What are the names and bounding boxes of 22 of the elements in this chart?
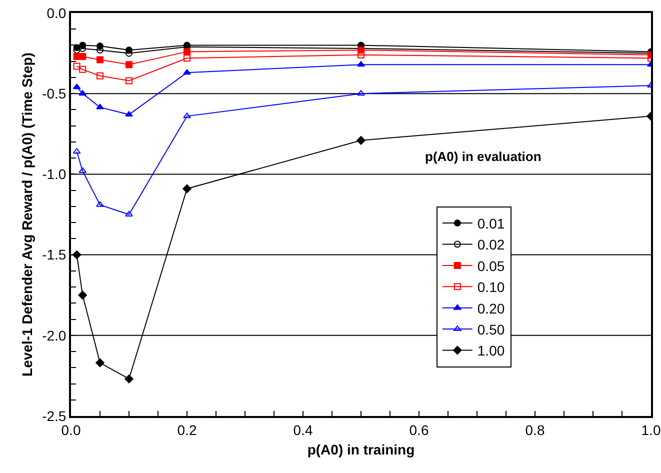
legend-label: 0.05 (477, 258, 505, 274)
legend-label: 0.50 (477, 322, 505, 338)
x-tick-label: 1.0 (641, 422, 661, 438)
x-tick-label: 0.0 (61, 422, 81, 438)
y-tick-label: -1.0 (42, 166, 66, 182)
legend-label: 0.02 (477, 236, 505, 253)
x-axis-title: p(A0) in training (307, 442, 415, 458)
x-tick-label: 0.2 (177, 422, 197, 438)
y-tick-label: 0.0 (46, 4, 66, 21)
y-tick-label: -1.5 (42, 246, 66, 263)
y-axis-title: Level-1 Defender Avg Reward / p(A0) (Time Step) (19, 52, 36, 376)
legend-label: 0.01 (477, 216, 505, 232)
x-tick-label: 0.8 (525, 422, 545, 438)
x-tick-label: 0.6 (409, 422, 429, 438)
legend-label: 0.20 (477, 300, 505, 316)
legend-title: p(A0) in evaluation (425, 149, 542, 164)
x-tick-label: 0.4 (293, 422, 313, 438)
y-tick-label: -2.0 (42, 327, 66, 344)
y-tick-label: -0.5 (42, 86, 66, 102)
y-tick-label: -2.5 (42, 408, 66, 424)
legend-label: 1.00 (477, 342, 505, 359)
legend-label: 0.10 (477, 279, 505, 296)
